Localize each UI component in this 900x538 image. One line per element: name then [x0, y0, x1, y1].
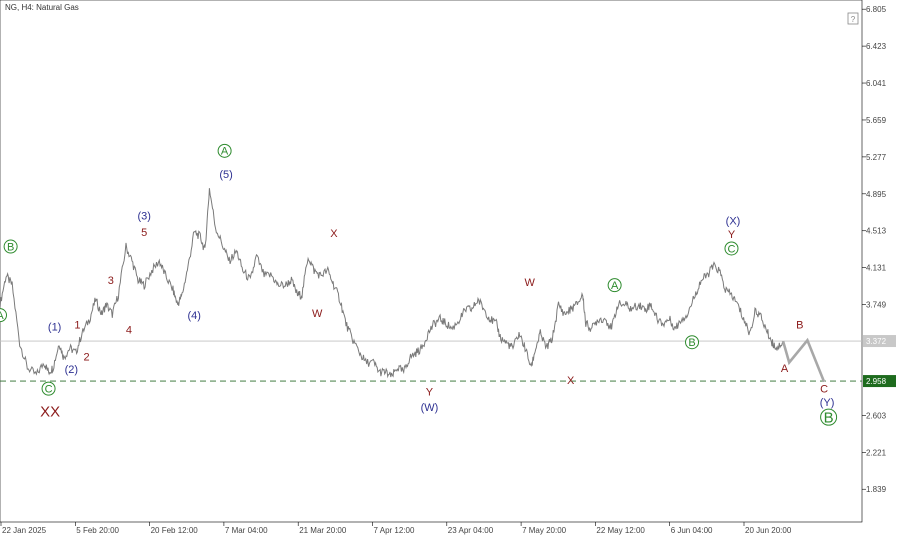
wave-label: B [824, 409, 834, 426]
wave-label: 3 [108, 275, 114, 287]
wave-label: C [728, 243, 736, 255]
wave-label: (4) [188, 310, 201, 322]
wave-label-circle [0, 308, 7, 323]
wave-label: (1) [48, 322, 61, 334]
x-tick-label: 23 Apr 04:00 [448, 526, 494, 535]
wave-label: A [221, 146, 229, 158]
y-tick-label: 2.221 [866, 448, 887, 457]
x-tick-label: 6 Jun 04:00 [671, 526, 713, 535]
price-line[interactable] [0, 188, 784, 379]
wave-label: X [330, 228, 338, 240]
y-tick-label: 6.805 [866, 5, 887, 14]
wave-label: (5) [219, 169, 232, 181]
wave-label: B [7, 241, 14, 253]
plot-area [0, 0, 863, 523]
wave-label-circle [41, 381, 56, 396]
wave-label-circle [3, 239, 18, 254]
wave-label: C [45, 383, 53, 395]
y-tick-label: 1.839 [866, 485, 887, 494]
wave-label: (W) [421, 402, 439, 414]
y-tick-label: 4.131 [866, 264, 887, 273]
y-tick-label: 4.513 [866, 227, 887, 236]
chart-settings-button[interactable] [847, 12, 859, 25]
wave-label: 4 [126, 325, 132, 337]
price-axis: 6.805 6.423 6.041 5.659 5.277 4.895 4.513 4.131… [862, 5, 896, 494]
level-lines [0, 340, 862, 382]
wave-label: (3) [137, 210, 150, 222]
projection-line [781, 337, 826, 383]
wave-label: (Y) [820, 397, 835, 409]
wave-label: A [0, 310, 4, 322]
y-tick-label: 5.659 [866, 116, 887, 125]
x-tick-label: 7 Mar 04:00 [225, 526, 268, 535]
wave-label: A [611, 280, 619, 292]
wave-label: 2 [83, 352, 89, 364]
wave-label-circle [217, 143, 232, 158]
wave-label: W [524, 277, 535, 289]
wave-label: C [820, 383, 828, 395]
price-series[interactable] [0, 188, 826, 383]
x-tick-label: 20 Jun 20:00 [745, 526, 792, 535]
wave-label: X [567, 375, 575, 387]
wave-label-circle [685, 335, 700, 350]
wave-label: XX [40, 404, 60, 421]
y-tick-label: 2.603 [866, 411, 887, 420]
y-tick-label: 3.749 [866, 301, 887, 310]
wave-label: W [312, 308, 323, 320]
x-tick-label: 20 Feb 12:00 [151, 526, 199, 535]
symbol-label: NG, H4: Natural Gas [5, 3, 79, 12]
x-tick-label: 7 Apr 12:00 [374, 526, 415, 535]
current-price-value: 3.372 [866, 337, 887, 346]
current-price-badge [863, 335, 896, 348]
wave-label: B [688, 337, 695, 349]
x-tick-label: 21 Mar 20:00 [299, 526, 347, 535]
y-tick-label: 5.277 [866, 153, 887, 162]
support-level-value: 2.958 [866, 377, 887, 386]
x-tick-label: 5 Feb 20:00 [76, 526, 119, 535]
y-tick-label: 4.895 [866, 190, 887, 199]
wave-label: A [781, 363, 789, 375]
wave-label-circle [607, 278, 622, 293]
wave-label: Y [426, 386, 434, 398]
wave-label-circle [820, 408, 838, 426]
wave-label: B [796, 320, 803, 332]
x-tick-label: 22 Jan 2025 [2, 526, 47, 535]
x-tick-label: 7 May 20:00 [522, 526, 567, 535]
wave-label: (2) [65, 364, 78, 376]
y-tick-label: 6.041 [866, 79, 887, 88]
wave-label-circle [724, 241, 739, 256]
wave-label: (X) [726, 215, 741, 227]
support-level-badge [863, 375, 896, 388]
wave-labels: A B (1) 1 C XX (2) 2 3 4 (3) 5 (4) A (5) X W Y (W) W X A B (X) Y… [0, 143, 838, 426]
wave-label: 5 [141, 227, 147, 239]
wave-label: 1 [74, 320, 80, 332]
y-tick-label: 6.423 [866, 42, 887, 51]
time-axis: 22 Jan 2025 5 Feb 20:00 20 Feb 12:00 7 Mar … [0, 522, 792, 535]
x-tick-label: 22 May 12:00 [596, 526, 645, 535]
chart-settings-icon: ? [851, 15, 856, 24]
wave-label: Y [728, 229, 736, 241]
